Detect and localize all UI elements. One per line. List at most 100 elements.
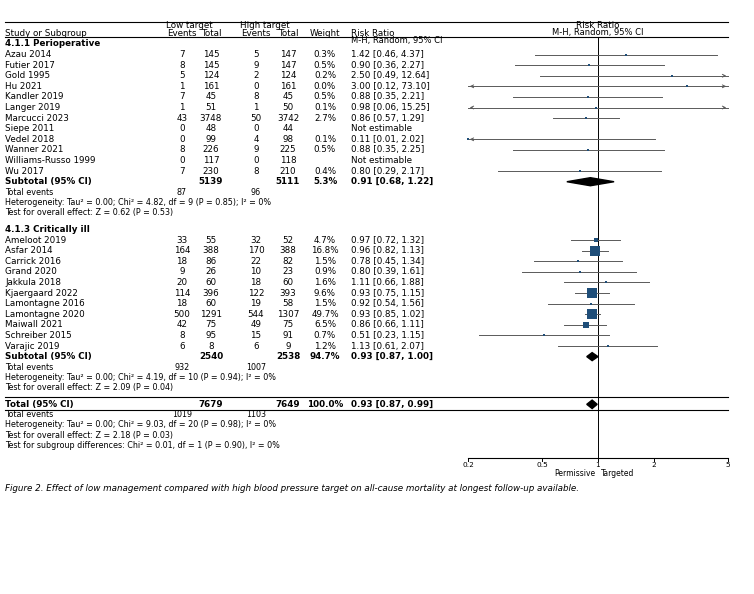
Text: 170: 170 <box>247 246 265 255</box>
Text: 6.5%: 6.5% <box>314 320 336 329</box>
Text: Subtotal (95% CI): Subtotal (95% CI) <box>5 352 92 361</box>
Text: 396: 396 <box>203 289 219 298</box>
Text: 8: 8 <box>179 146 185 154</box>
Text: Kjaergaard 2022: Kjaergaard 2022 <box>5 289 78 298</box>
Text: 96: 96 <box>251 188 261 197</box>
Text: 0: 0 <box>253 82 259 91</box>
Text: 0.78 [0.45, 1.34]: 0.78 [0.45, 1.34] <box>351 257 425 266</box>
Text: 8: 8 <box>179 61 185 69</box>
Text: 10: 10 <box>250 267 262 276</box>
Text: Total: Total <box>201 29 221 38</box>
Text: 1007: 1007 <box>246 363 266 372</box>
Text: 0.88 [0.35, 2.25]: 0.88 [0.35, 2.25] <box>351 146 425 154</box>
Text: 2.50 [0.49, 12.64]: 2.50 [0.49, 12.64] <box>351 71 429 80</box>
Text: 1019: 1019 <box>172 410 192 419</box>
Text: 95: 95 <box>205 331 216 340</box>
Text: 87: 87 <box>177 188 187 197</box>
Text: Wanner 2021: Wanner 2021 <box>5 146 63 154</box>
Text: Permissive: Permissive <box>554 469 595 478</box>
Text: 0.2%: 0.2% <box>314 71 336 80</box>
Text: 45: 45 <box>283 93 293 102</box>
Text: Jakkula 2018: Jakkula 2018 <box>5 278 61 287</box>
Text: 50: 50 <box>250 113 262 122</box>
Text: 5139: 5139 <box>199 177 223 187</box>
Text: 0.93 [0.87, 0.99]: 0.93 [0.87, 0.99] <box>351 400 433 409</box>
Text: M-H, Random, 95% CI: M-H, Random, 95% CI <box>351 36 443 45</box>
Text: 91: 91 <box>283 331 293 340</box>
Text: 0.98 [0.06, 15.25]: 0.98 [0.06, 15.25] <box>351 103 430 112</box>
Text: 0.80 [0.29, 2.17]: 0.80 [0.29, 2.17] <box>351 167 424 176</box>
Text: 7679: 7679 <box>199 400 223 409</box>
Text: Weight: Weight <box>310 29 340 38</box>
Text: 45: 45 <box>205 93 216 102</box>
Text: 9: 9 <box>285 342 291 350</box>
Text: Total: Total <box>277 29 299 38</box>
Text: 55: 55 <box>205 235 216 245</box>
Text: 0.5%: 0.5% <box>314 146 336 154</box>
Text: 145: 145 <box>203 50 219 59</box>
Text: 388: 388 <box>203 246 219 255</box>
Text: Subtotal (95% CI): Subtotal (95% CI) <box>5 177 92 187</box>
Text: Asfar 2014: Asfar 2014 <box>5 246 53 255</box>
Text: 60: 60 <box>205 278 216 287</box>
Text: 0.93 [0.85, 1.02]: 0.93 [0.85, 1.02] <box>351 309 425 319</box>
Text: Risk Ratio: Risk Ratio <box>576 21 620 30</box>
Text: 1: 1 <box>179 82 185 91</box>
Text: 5: 5 <box>179 71 185 80</box>
Text: 1307: 1307 <box>277 309 299 319</box>
Text: 0.11 [0.01, 2.02]: 0.11 [0.01, 2.02] <box>351 135 424 144</box>
Text: 22: 22 <box>250 257 262 266</box>
Text: 0.7%: 0.7% <box>314 331 336 340</box>
Text: 164: 164 <box>173 246 190 255</box>
Text: 20: 20 <box>176 278 188 287</box>
Text: 0: 0 <box>179 124 185 133</box>
Text: 15: 15 <box>250 331 262 340</box>
Text: 58: 58 <box>283 299 293 308</box>
Text: 225: 225 <box>280 146 296 154</box>
Text: 114: 114 <box>173 289 190 298</box>
Text: 1: 1 <box>596 462 600 468</box>
Text: 124: 124 <box>280 71 296 80</box>
Text: 0.5%: 0.5% <box>314 61 336 69</box>
Text: 0.0%: 0.0% <box>314 82 336 91</box>
Text: 0.92 [0.54, 1.56]: 0.92 [0.54, 1.56] <box>351 299 424 308</box>
Text: Carrick 2016: Carrick 2016 <box>5 257 61 266</box>
Text: 100.0%: 100.0% <box>307 400 343 409</box>
Text: 4.1.1 Perioperative: 4.1.1 Perioperative <box>5 39 100 49</box>
Text: 0.97 [0.72, 1.32]: 0.97 [0.72, 1.32] <box>351 235 424 245</box>
Text: 43: 43 <box>176 113 188 122</box>
Text: Maiwall 2021: Maiwall 2021 <box>5 320 63 329</box>
Text: 6: 6 <box>179 342 185 350</box>
Text: 0.5: 0.5 <box>536 462 548 468</box>
Text: 3748: 3748 <box>200 113 222 122</box>
Text: 48: 48 <box>205 124 216 133</box>
Text: 1: 1 <box>253 103 259 112</box>
Text: 2: 2 <box>253 71 259 80</box>
Text: 0.88 [0.35, 2.21]: 0.88 [0.35, 2.21] <box>351 93 425 102</box>
Text: 9.6%: 9.6% <box>314 289 336 298</box>
Text: 0.90 [0.36, 2.27]: 0.90 [0.36, 2.27] <box>351 61 424 69</box>
Text: 1.13 [0.61, 2.07]: 1.13 [0.61, 2.07] <box>351 342 424 350</box>
Text: Siepe 2011: Siepe 2011 <box>5 124 54 133</box>
Text: 23: 23 <box>283 267 293 276</box>
Text: 4.7%: 4.7% <box>314 235 336 245</box>
Text: 8: 8 <box>253 93 259 102</box>
Text: Marcucci 2023: Marcucci 2023 <box>5 113 69 122</box>
Text: 226: 226 <box>203 146 219 154</box>
Text: 49: 49 <box>250 320 262 329</box>
Text: 5: 5 <box>725 462 731 468</box>
Text: 122: 122 <box>248 289 264 298</box>
Text: Total events: Total events <box>5 363 54 372</box>
Text: 99: 99 <box>206 135 216 144</box>
Text: Schreiber 2015: Schreiber 2015 <box>5 331 72 340</box>
Text: 8: 8 <box>253 167 259 176</box>
Text: 9: 9 <box>253 61 259 69</box>
Text: 0.80 [0.39, 1.61]: 0.80 [0.39, 1.61] <box>351 267 424 276</box>
Text: 2: 2 <box>651 462 657 468</box>
Text: 0.91 [0.68, 1.22]: 0.91 [0.68, 1.22] <box>351 177 434 187</box>
Text: 0.5%: 0.5% <box>314 93 336 102</box>
Text: Heterogeneity: Tau² = 0.00; Chi² = 9.03, df = 20 (P = 0.98); I² = 0%: Heterogeneity: Tau² = 0.00; Chi² = 9.03,… <box>5 421 276 429</box>
Text: Hu 2021: Hu 2021 <box>5 82 42 91</box>
Text: Events: Events <box>167 29 197 38</box>
Text: Total events: Total events <box>5 410 54 419</box>
